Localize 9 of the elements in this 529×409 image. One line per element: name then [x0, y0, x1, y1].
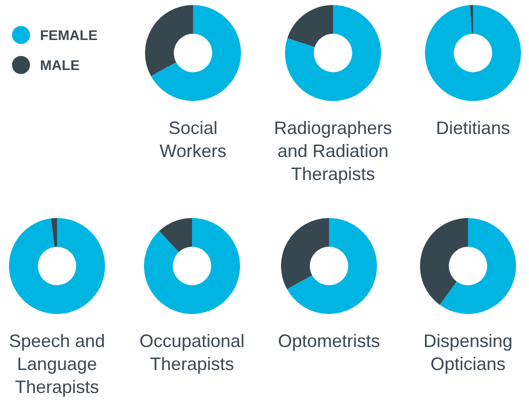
text: Occupational Therapists: [139, 330, 245, 376]
text: Social Workers: [158, 117, 228, 163]
text: Speech and Language Therapists: [8, 330, 106, 399]
text: Dispensing Opticians: [422, 330, 514, 376]
text: Dietitians: [434, 117, 512, 140]
text: Optometrists: [278, 330, 380, 353]
legend-label: MALE: [40, 57, 80, 73]
legend-label: FEMALE: [40, 27, 98, 43]
text: Radiographers and Radiation Therapists: [274, 117, 392, 186]
